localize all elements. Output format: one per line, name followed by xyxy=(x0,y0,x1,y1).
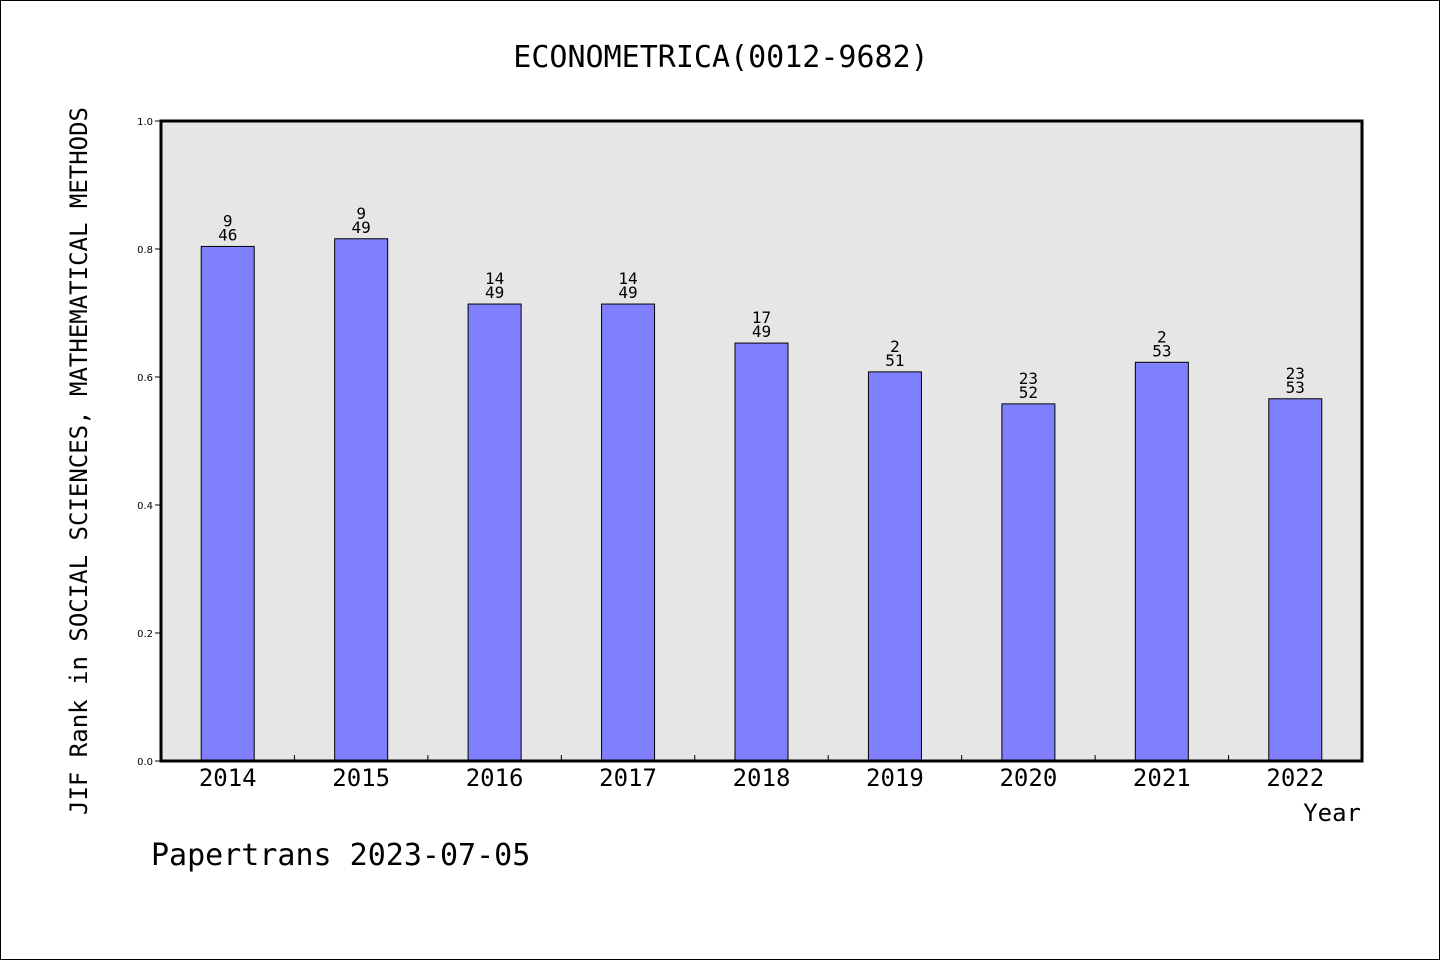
x-tick-label: 2017 xyxy=(599,764,657,792)
bar-2014 xyxy=(200,245,255,762)
bar-rank-label: 2 xyxy=(1157,327,1167,346)
bar-2018 xyxy=(734,342,789,762)
x-tick-label: 2018 xyxy=(733,764,791,792)
bar-total-label: 49 xyxy=(618,283,637,302)
x-axis-label: Year xyxy=(1303,799,1361,827)
bar-rank-label: 2 xyxy=(890,337,900,356)
bar-rank-label: 14 xyxy=(618,269,637,288)
bar-total-label: 49 xyxy=(485,283,504,302)
x-tick-label: 2015 xyxy=(332,764,390,792)
y-tick-label: 1.0 xyxy=(137,117,153,128)
y-tick-label: 0.8 xyxy=(137,245,153,256)
bar-total-label: 49 xyxy=(352,218,371,237)
x-axis-ticks: 2014 2015 2016 2017 2018 2019 2020 2021 2022 xyxy=(199,755,1324,792)
bar-total-label: 53 xyxy=(1286,378,1305,397)
bar-total-label: 46 xyxy=(218,225,237,244)
bar-total-label: 52 xyxy=(1019,383,1038,402)
bar-total-label: 49 xyxy=(752,322,771,341)
bar-rank-label: 17 xyxy=(752,308,771,327)
bar-2022 xyxy=(1268,398,1323,762)
y-axis-ticks: 0.0 0.2 0.4 0.6 0.8 1.0 xyxy=(137,117,161,768)
bar-2015 xyxy=(334,238,389,762)
y-tick-label: 0.0 xyxy=(137,757,153,768)
footer-text: Papertrans 2023-07-05 xyxy=(151,838,530,873)
x-tick-label: 2022 xyxy=(1266,764,1324,792)
bar-rank-label: 23 xyxy=(1286,364,1305,383)
x-tick-label: 2019 xyxy=(866,764,924,792)
bar-rank-label: 9 xyxy=(223,211,233,230)
x-tick-label: 2021 xyxy=(1133,764,1191,792)
chart-title: ECONOMETRICA(0012-9682) xyxy=(513,40,928,75)
bar-rank-label: 23 xyxy=(1019,369,1038,388)
bar-total-label: 51 xyxy=(885,351,904,370)
bar-2019 xyxy=(867,371,922,762)
y-tick-label: 0.6 xyxy=(137,373,153,384)
y-tick-label: 0.2 xyxy=(137,629,153,640)
bar-rank-label: 14 xyxy=(485,269,504,288)
x-tick-label: 2014 xyxy=(199,764,257,792)
bar-2021 xyxy=(1134,361,1189,762)
bar-2016 xyxy=(467,303,522,762)
plot-border xyxy=(159,119,1364,763)
bar-total-label: 53 xyxy=(1152,341,1171,360)
y-axis-label: JIF Rank in SOCIAL SCIENCES, MATHEMATICA… xyxy=(65,107,93,815)
bars-group xyxy=(200,238,1323,762)
bar-rank-label: 9 xyxy=(356,204,366,223)
bar-2017 xyxy=(601,303,656,762)
x-tick-label: 2016 xyxy=(466,764,524,792)
y-tick-label: 0.4 xyxy=(137,501,153,512)
bar-2020 xyxy=(1001,403,1056,762)
x-tick-label: 2020 xyxy=(999,764,1057,792)
